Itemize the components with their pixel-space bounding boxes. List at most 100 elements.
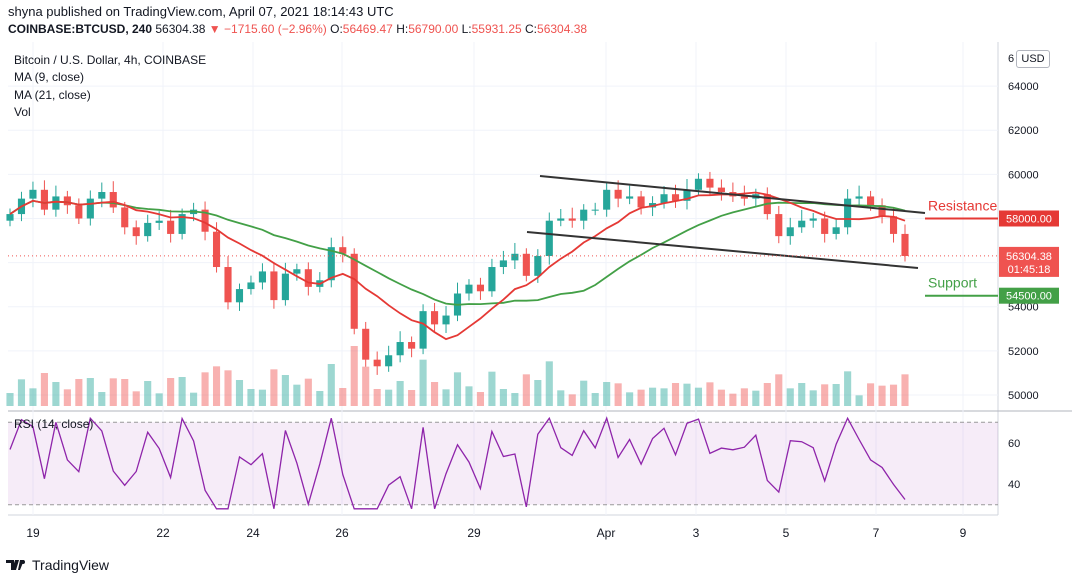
candle-body [63, 196, 71, 206]
volume-bar [545, 361, 553, 406]
volume-bar [717, 389, 725, 406]
candle-body [522, 253, 530, 276]
candle-body [603, 189, 611, 210]
volume-bar [201, 372, 209, 406]
tradingview-logo[interactable]: TradingView [6, 557, 109, 573]
price-tick-label: 52000 [1008, 346, 1039, 358]
volume-bar [867, 383, 875, 406]
volume-bar [649, 387, 657, 406]
candle-body [132, 227, 140, 237]
volume-bar [476, 392, 485, 406]
volume-bar [511, 393, 519, 406]
candle-body [511, 253, 519, 261]
candle-body [591, 209, 599, 211]
volume-bar [568, 394, 576, 406]
high-value: 56790.00 [408, 22, 459, 36]
time-tick-label: 9 [960, 526, 967, 540]
ma21-legend[interactable]: MA (21, close) [14, 88, 91, 102]
volume-bar [889, 384, 898, 406]
candle-body [545, 220, 553, 256]
volume-bar [522, 374, 530, 406]
down-arrow-icon: ▼ [208, 22, 221, 36]
candle-body [786, 227, 794, 237]
candle-body [178, 214, 186, 234]
rsi-legend[interactable]: RSI (14, close) [14, 417, 94, 431]
candle-body [488, 267, 496, 292]
candle-body [465, 284, 473, 294]
volume-bar [144, 381, 152, 406]
candle-body [350, 253, 358, 329]
vol-legend[interactable]: Vol [14, 105, 31, 119]
volume-bar [878, 385, 886, 406]
channel-lower-line [526, 231, 919, 269]
volume-bar [212, 366, 221, 406]
volume-bar [614, 383, 622, 406]
candle-body [430, 311, 439, 325]
volume-bar [339, 388, 347, 406]
volume-bar [763, 383, 771, 406]
candle-body [121, 207, 129, 228]
candle-body [683, 189, 691, 201]
volume-bar [327, 364, 335, 406]
volume-bar [534, 380, 542, 406]
volume-bar [821, 384, 829, 406]
level-annotation: Resistance [928, 197, 997, 213]
volume-bar [740, 388, 748, 406]
level-badge-label: 58000.00 [1006, 213, 1052, 225]
candle-body [385, 355, 393, 367]
candle-body [293, 269, 301, 274]
volume-bar [224, 370, 232, 406]
volume-bar [6, 393, 14, 406]
last-price: 56304.38 [155, 22, 206, 36]
candle-body [832, 227, 840, 234]
volume-bar [75, 379, 83, 406]
series-title[interactable]: Bitcoin / U.S. Dollar, 4h, COINBASE [14, 53, 207, 67]
candle-body [717, 187, 725, 193]
time-tick-label: 26 [335, 526, 349, 540]
price-tick-label: 6 [1008, 53, 1014, 65]
volume-bar [775, 374, 783, 406]
time-tick-label: 3 [693, 526, 700, 540]
ma9-legend[interactable]: MA (9, close) [14, 70, 85, 84]
volume-bar [270, 369, 278, 406]
candle-body [258, 271, 266, 283]
candle-body [224, 267, 232, 303]
volume-bar [155, 393, 163, 406]
volume-bar [121, 379, 129, 406]
candle-body [86, 198, 94, 219]
volume-bar [396, 381, 404, 406]
tradingview-icon [6, 560, 25, 570]
candle-body [167, 220, 175, 234]
currency-button[interactable]: USD [1016, 50, 1050, 68]
rsi-tick-label: 40 [1008, 479, 1020, 491]
volume-bar [786, 388, 794, 406]
volume-bar [671, 383, 680, 406]
candle-body [694, 178, 703, 190]
candle-body [144, 222, 152, 237]
candle-body [281, 273, 289, 301]
candle-body [901, 233, 909, 256]
last-price-badge [999, 246, 1059, 277]
price-tick-label: 64000 [1008, 81, 1039, 93]
candle-body [775, 214, 783, 237]
candle-body [568, 218, 576, 221]
volume-bar [626, 392, 634, 406]
time-tick-label: 22 [156, 526, 170, 540]
candle-body [235, 289, 244, 303]
volume-bar [167, 378, 175, 406]
volume-bar [258, 389, 266, 406]
candle-body [29, 189, 37, 199]
volume-bar [430, 382, 439, 406]
volume-bar [809, 390, 817, 406]
volume-bar [901, 374, 909, 406]
candle-body [442, 315, 450, 325]
volume-bar [408, 390, 416, 406]
candle-body [419, 311, 427, 349]
channel-upper-line [539, 175, 926, 214]
published-line: shyna published on TradingView.com, Apri… [8, 4, 394, 19]
candle-body [534, 255, 542, 276]
volume-bar [855, 395, 863, 406]
bar-countdown-label: 01:45:18 [1008, 264, 1051, 276]
time-tick-label: 19 [26, 526, 40, 540]
